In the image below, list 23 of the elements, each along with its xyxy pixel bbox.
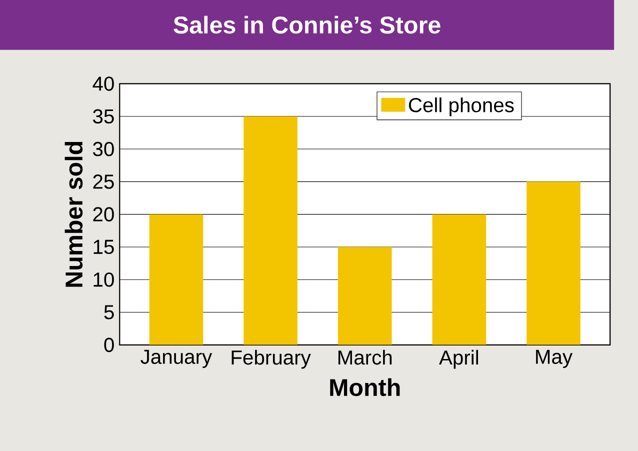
y-tick-label: 40	[92, 76, 114, 91]
bar	[338, 246, 392, 345]
x-tick-label: May	[536, 350, 573, 368]
x-tick-label: January	[140, 350, 212, 368]
x-tick-label: March	[338, 350, 392, 365]
x-axis-title: Month	[330, 378, 400, 396]
y-tick-label: 20	[93, 207, 114, 222]
x-tick-label: February	[232, 350, 311, 369]
chart-title: Sales in Connie’s Store	[174, 16, 440, 34]
y-tick-label: 30	[93, 142, 114, 156]
y-tick-label: 35	[93, 109, 114, 124]
y-axis-title: Number sold	[64, 142, 83, 287]
legend-label: Cell phones	[408, 97, 514, 116]
y-tick-label: 15	[94, 240, 114, 254]
y-tick-label: 25	[93, 174, 114, 189]
bar	[149, 214, 204, 345]
y-tick-label: 0	[104, 338, 114, 352]
y-tick-label: 10	[94, 272, 114, 287]
bar	[526, 182, 580, 345]
y-tick-label: 5	[104, 305, 114, 320]
bar	[432, 214, 486, 345]
x-tick-label: April	[439, 350, 478, 369]
bar	[244, 116, 298, 345]
